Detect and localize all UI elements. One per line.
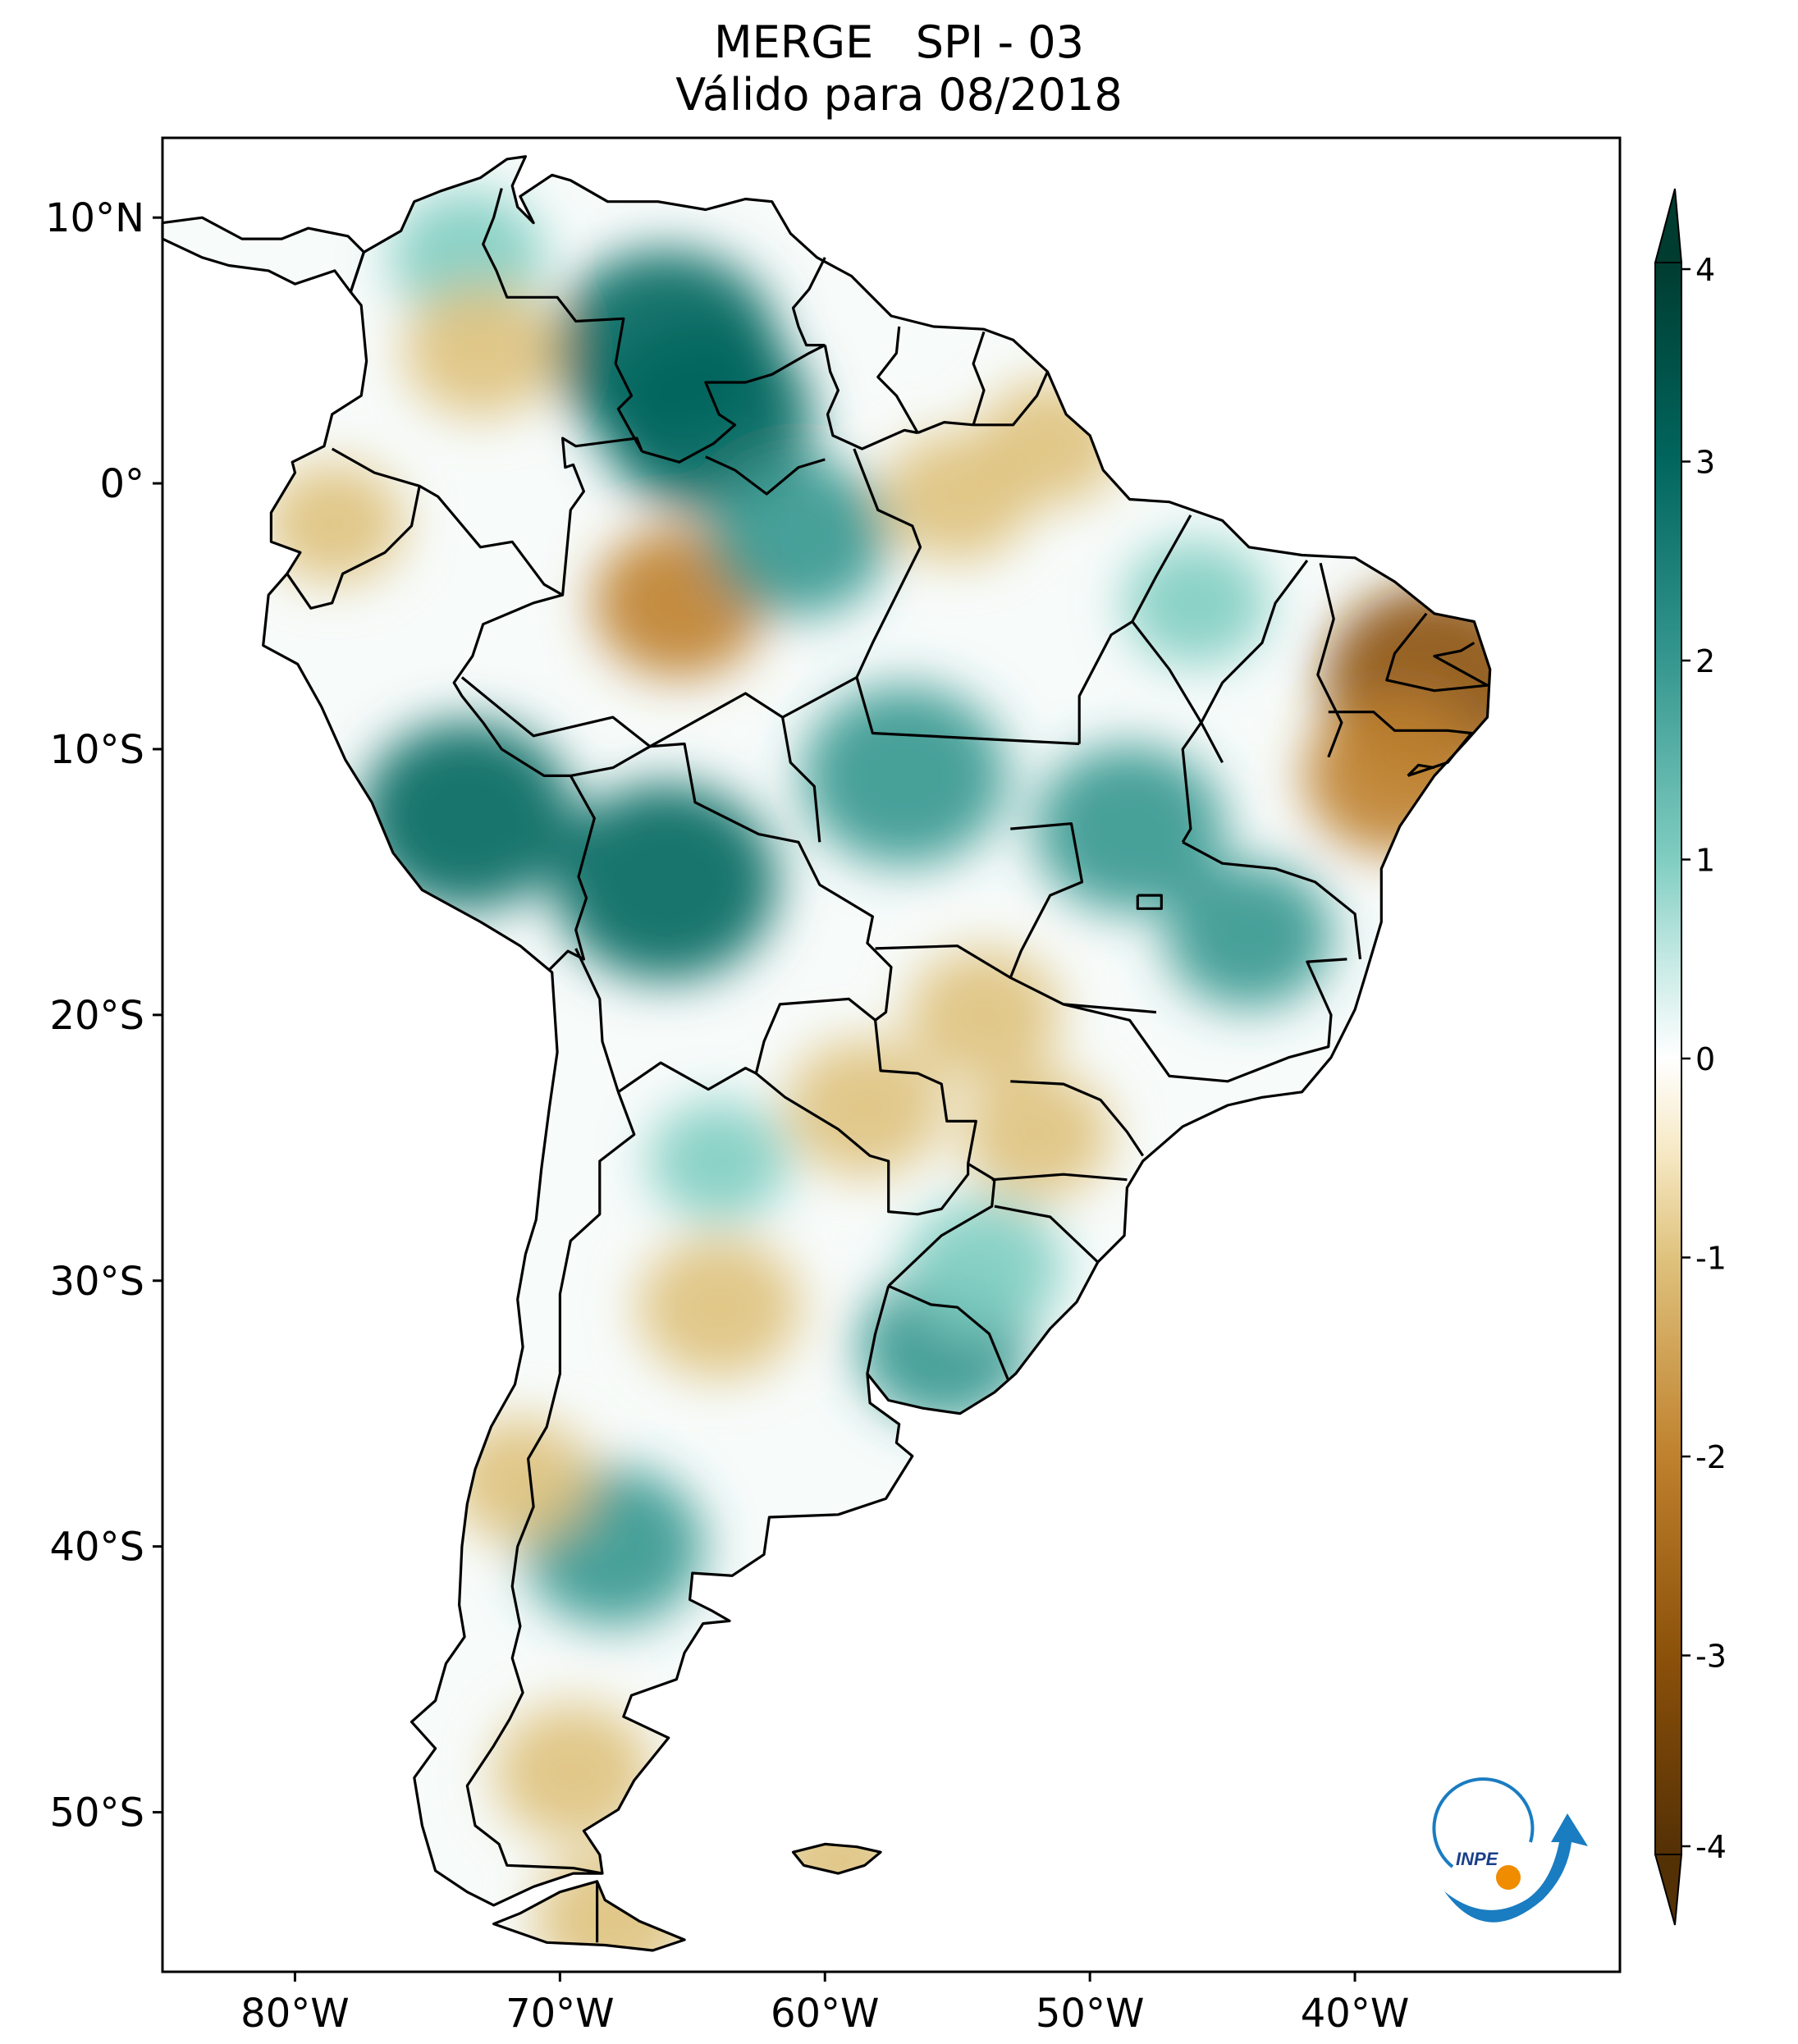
state-amazonas-roraima [705,455,826,496]
x-tick-label: 60°W [771,1991,880,2037]
border-guiana-brazil [973,371,1049,427]
spi-northern-argentina-wet [648,1100,789,1222]
spi-paraguay-dry [785,1039,945,1177]
logo-swoosh [1444,1813,1588,1923]
state-para-tocantins-ma [1077,514,1192,744]
colorbar: 4 3 2 1 0 -1 -2 -3 -4 [1654,188,1727,1926]
colorbar-min-extend [1654,1854,1683,1926]
x-axis: 80°W 70°W 60°W 50°W 40°W [240,1972,1409,2037]
spi-minas-gerais-wet [1164,862,1333,1008]
colorbar-tick-label: 4 [1695,252,1715,288]
border-argentina-paraguay [755,1072,970,1216]
state-go-mt-ms [1009,822,1157,1014]
state-tocantins-ma-pi [1131,620,1203,844]
y-tick-label: 10°S [49,727,144,773]
map-frame [161,136,1622,1973]
border-guyana-suriname [876,326,919,434]
y-tick-label: 40°S [49,1525,144,1571]
chart-title: MERGE SPI - 03 Válido para 08/2018 [0,16,1798,121]
title-line-2: Válido para 08/2018 [675,69,1123,121]
state-mg-sp-rj-es [1063,958,1347,1083]
logo-sun [1496,1865,1521,1890]
border-suriname-brazil [917,421,974,434]
colorbar-tick-label: 0 [1695,1041,1715,1077]
state-sc-rs [994,1205,1099,1264]
spi-central-amazonas-wet [707,457,890,616]
state-ba-mg [1182,840,1362,960]
spi-maranhao-wet [1123,540,1269,665]
colorbar-tick-label: -2 [1695,1439,1727,1475]
falklands-coast [791,1842,882,1875]
state-pi-ce [1316,562,1343,758]
y-tick-label: 20°S [49,993,144,1039]
state-ms-mt [875,944,1012,979]
spi-mato-grosso-wet [802,685,1007,867]
logo-orbit [1432,1777,1535,1868]
x-tick-label: 40°W [1301,1991,1410,2037]
tierra-del-fuego-coast [492,1880,686,1952]
spi-parana-dry [962,1070,1112,1200]
border-guyana-brazil [823,345,918,450]
border-chile-argentina [465,1091,636,1875]
spi-goias-wet [1034,745,1225,913]
border-colombia-venezuela [482,188,643,452]
x-tick-label: 80°W [240,1991,350,2037]
border-bolivia-paraguay [754,997,876,1074]
logo-text: INPE [1456,1849,1499,1869]
central-america-coast [161,216,365,294]
border-bolivia-chile-argentina [574,948,757,1094]
border-suriname-guiana [972,331,986,426]
state-amazonas-para [853,448,922,679]
colorbar-max-extend [1654,188,1683,263]
x-tick-label: 70°W [506,1991,615,2037]
state-pr-sc [991,1173,1128,1182]
state-sp-pr [1010,1080,1145,1157]
border-venezuela-brazil [641,344,826,464]
inpe-logo: INPE [1432,1777,1588,1923]
colorbar-tick-label: 2 [1695,643,1715,679]
colorbar-tick-label: -1 [1695,1241,1727,1277]
spi-southern-venezuela-wet [598,322,812,512]
border-argentina-brazil [887,1162,996,1287]
border-peru-brazil [452,593,571,777]
border-venezuela-guyana [791,257,826,347]
spi-colombia-dry [403,283,558,418]
state-go-df [1136,894,1163,910]
border-ecuador-peru [286,485,421,610]
y-tick-label: 10°N [45,195,144,241]
spi-mato-grosso-do-sul-dry [907,948,1061,1082]
state-rondonia-mt [781,716,821,843]
state-ce-rn-pb-pe [1385,612,1489,693]
coastline [262,155,1492,1907]
state-mt-para [855,677,1080,746]
colorbar-tick-label: -4 [1695,1829,1727,1865]
spi-peru-wet [360,720,574,910]
state-ma-pi [1200,560,1309,763]
spi-central-argentina-dry [637,1236,801,1379]
state-pe-al-ba [1328,711,1473,777]
spi-field [162,156,1490,1951]
colorbar-tick-label: 3 [1695,445,1715,481]
border-paraguay-brazil [874,1020,977,1164]
border-colombia-brazil-peru [331,437,643,597]
x-tick-label: 50°W [1036,1991,1145,2037]
spi-southern-patagonia-dry [494,1703,652,1841]
border-argentina-uruguay [866,1285,890,1374]
y-axis: 10°N 0° 10°S 20°S 30°S 40°S 50°S [45,195,162,1836]
y-tick-label: 50°S [49,1790,144,1836]
colorbar-tick-label: -3 [1695,1639,1727,1675]
colorbar-tick-label: 1 [1695,843,1715,879]
political-borders [161,155,1492,1952]
title-line-1: MERGE SPI - 03 [714,16,1084,68]
border-uruguay-brazil [888,1284,1009,1380]
spi-bolivia-wet [554,783,778,981]
border-peru-bolivia [548,775,596,971]
colorbar-ramp [1655,263,1681,1854]
spi-rio-grande-do-sul-wet [904,1198,1064,1337]
y-tick-label: 0° [99,461,144,507]
y-tick-label: 30°S [49,1259,144,1305]
state-pi-ba-se [1407,763,1435,777]
